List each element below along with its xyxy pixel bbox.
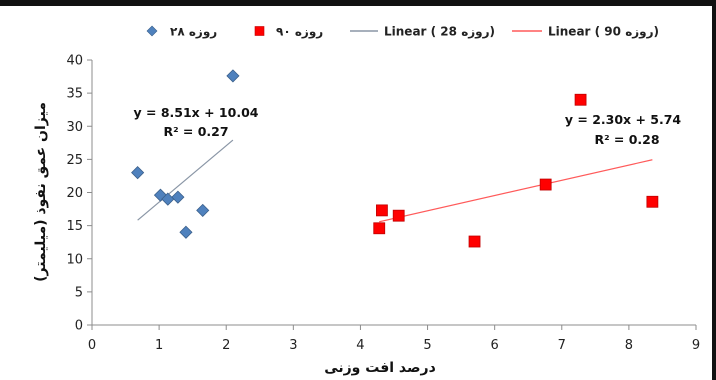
trendline-28-day — [137, 139, 234, 221]
data-point-90-day — [376, 204, 388, 217]
data-point-28-day — [226, 69, 240, 83]
x-tick-label: 5 — [423, 338, 431, 353]
data-point-28-day — [131, 166, 145, 180]
trend-r-squared: R² = 0.28 — [594, 132, 659, 147]
data-point-90-day — [392, 209, 405, 222]
y-tick-label: 35 — [66, 87, 83, 102]
data-point-90-day — [539, 178, 552, 191]
trend-r-squared: R² = 0.27 — [163, 124, 228, 139]
legend-marker-28-day — [146, 25, 158, 37]
legend-label-90-day: ۹۰ روزه — [276, 25, 323, 40]
trend-equation: y = 2.30x + 5.74 — [565, 112, 682, 127]
window-right-border — [712, 0, 716, 380]
data-point-90-day — [468, 235, 481, 248]
x-tick-label: 9 — [692, 338, 700, 353]
y-tick-label: 30 — [66, 120, 83, 135]
x-tick-label: 1 — [155, 338, 163, 353]
trend-equation: y = 8.51x + 10.04 — [134, 105, 259, 120]
data-point-28-day — [179, 225, 193, 239]
data-point-90-day — [373, 222, 386, 235]
y-axis-title: میزان عمق نفوذ (میلیمتر) — [33, 102, 49, 282]
x-tick-label: 8 — [625, 338, 633, 353]
x-axis-title: درصد افت وزنی — [324, 360, 436, 376]
trendline-90-day — [379, 159, 653, 223]
x-tick-label: 2 — [222, 338, 230, 353]
y-tick-label: 10 — [66, 252, 83, 267]
data-point-28-day — [171, 190, 185, 204]
legend-label-trend-90-day: Linear ( 90 روزه) — [548, 25, 659, 40]
annotations: y = 8.51x + 10.04 R² = 0.27 y = 2.30x + 5.… — [134, 105, 682, 147]
y-tick-label: 20 — [66, 186, 83, 201]
data-point-28-day — [196, 203, 210, 217]
window-top-border — [0, 0, 716, 6]
y-tick-label: 25 — [66, 153, 83, 168]
y-tick-label: 0 — [75, 319, 83, 334]
x-tick-label: 7 — [558, 338, 566, 353]
x-tick-label: 3 — [289, 338, 297, 353]
trendlines — [137, 139, 653, 223]
y-tick-label: 40 — [66, 54, 83, 69]
data-point-90-day — [646, 195, 659, 208]
legend: ۲۸ روزه ۹۰ روزه Linear ( 28 روزه) Linear ( … — [146, 25, 659, 40]
data-points — [131, 69, 659, 248]
legend-marker-90-day — [254, 26, 265, 36]
axes: 0 5 10 15 20 25 30 35 40 0 1 2 3 4 5 6 7 8 9 — [66, 54, 700, 354]
legend-label-trend-28-day: Linear ( 28 روزه) — [384, 25, 495, 40]
x-tick-label: 0 — [88, 338, 96, 353]
x-tick-label: 6 — [491, 338, 499, 353]
y-tick-label: 5 — [75, 285, 83, 300]
x-tick-label: 4 — [356, 338, 364, 353]
legend-label-28-day: ۲۸ روزه — [170, 25, 217, 40]
data-point-90-day — [574, 93, 587, 106]
y-tick-label: 15 — [66, 219, 83, 234]
